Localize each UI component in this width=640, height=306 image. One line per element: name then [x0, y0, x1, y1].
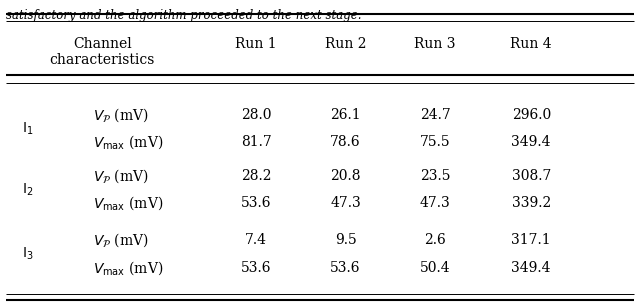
Text: 53.6: 53.6 — [241, 261, 271, 275]
Text: 349.4: 349.4 — [511, 261, 551, 275]
Text: 308.7: 308.7 — [511, 169, 551, 183]
Text: Run 2: Run 2 — [325, 37, 366, 51]
Text: 2.6: 2.6 — [424, 233, 446, 247]
Text: 26.1: 26.1 — [330, 108, 361, 122]
Text: $\mathrm{I_3}$: $\mathrm{I_3}$ — [22, 246, 34, 262]
Text: 7.4: 7.4 — [245, 233, 267, 247]
Text: $V_{\mathrm{max}}$ (mV): $V_{\mathrm{max}}$ (mV) — [93, 259, 163, 277]
Text: 20.8: 20.8 — [330, 169, 361, 183]
Text: $V_{\mathrm{max}}$ (mV): $V_{\mathrm{max}}$ (mV) — [93, 133, 163, 151]
Text: 50.4: 50.4 — [420, 261, 451, 275]
Text: $V_{\mathcal{P}}$ (mV): $V_{\mathcal{P}}$ (mV) — [93, 167, 148, 185]
Text: $V_{\mathrm{max}}$ (mV): $V_{\mathrm{max}}$ (mV) — [93, 195, 163, 212]
Text: 53.6: 53.6 — [330, 261, 361, 275]
Text: $V_{\mathcal{P}}$ (mV): $V_{\mathcal{P}}$ (mV) — [93, 106, 148, 124]
Text: 78.6: 78.6 — [330, 135, 361, 149]
Text: Run 3: Run 3 — [415, 37, 456, 51]
Text: Run 4: Run 4 — [510, 37, 552, 51]
Text: Run 1: Run 1 — [235, 37, 277, 51]
Text: 47.3: 47.3 — [420, 196, 451, 211]
Text: 23.5: 23.5 — [420, 169, 451, 183]
Text: 47.3: 47.3 — [330, 196, 361, 211]
Text: 339.2: 339.2 — [511, 196, 551, 211]
Text: 296.0: 296.0 — [511, 108, 551, 122]
Text: satisfactory and the algorithm proceeded to the next stage.: satisfactory and the algorithm proceeded… — [6, 9, 362, 22]
Text: 349.4: 349.4 — [511, 135, 551, 149]
Text: $\mathrm{I_1}$: $\mathrm{I_1}$ — [22, 120, 34, 137]
Text: 75.5: 75.5 — [420, 135, 451, 149]
Text: $\mathrm{I_2}$: $\mathrm{I_2}$ — [22, 181, 34, 198]
Text: 317.1: 317.1 — [511, 233, 551, 247]
Text: Channel
characteristics: Channel characteristics — [50, 37, 155, 67]
Text: 81.7: 81.7 — [241, 135, 271, 149]
Text: $V_{\mathcal{P}}$ (mV): $V_{\mathcal{P}}$ (mV) — [93, 231, 148, 249]
Text: 9.5: 9.5 — [335, 233, 356, 247]
Text: 28.0: 28.0 — [241, 108, 271, 122]
Text: 53.6: 53.6 — [241, 196, 271, 211]
Text: 28.2: 28.2 — [241, 169, 271, 183]
Text: 24.7: 24.7 — [420, 108, 451, 122]
